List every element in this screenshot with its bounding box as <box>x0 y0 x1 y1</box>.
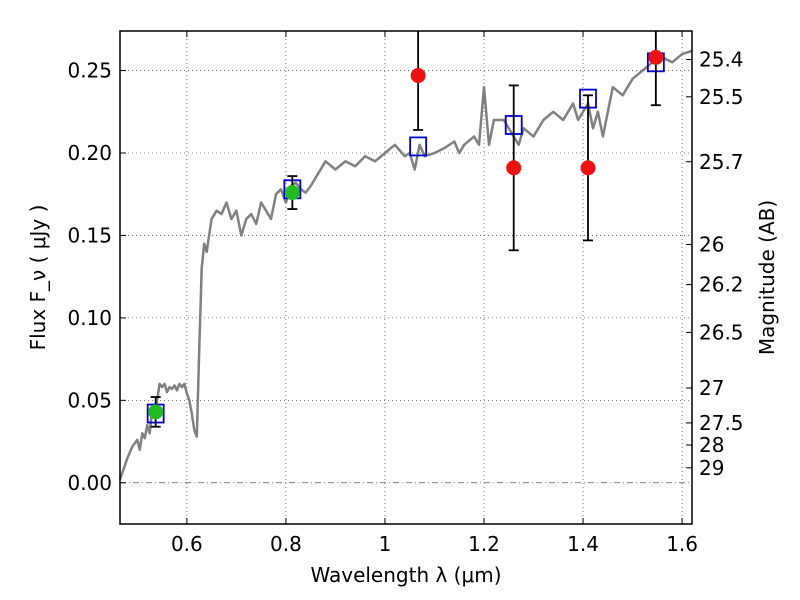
plot-area <box>118 31 693 480</box>
right-tick-label: 26 <box>699 233 724 257</box>
x-tick-label: 1.6 <box>666 532 698 556</box>
right-tick-label: 27 <box>699 376 724 400</box>
x-tick-label: 0.8 <box>270 532 302 556</box>
y-tick-label: 0.00 <box>67 471 112 495</box>
y-axis-label: Flux F_ν ( μJy ) <box>26 205 50 351</box>
y-tick-label: 0.25 <box>67 59 112 83</box>
right-tick-label: 29 <box>699 456 724 480</box>
y-tick-label: 0.20 <box>67 141 112 165</box>
nir-point <box>648 49 664 65</box>
y-axis-left: 0.00 0.05 0.10 0.15 0.20 0.25 <box>67 59 126 495</box>
right-tick-label: 25.4 <box>699 48 744 72</box>
right-axis-label: Magnitude (AB) <box>755 200 779 355</box>
right-tick-label: 26.2 <box>699 273 744 297</box>
detection-point <box>148 404 164 420</box>
model-flux-box <box>409 136 428 157</box>
y-tick-label: 0.10 <box>67 306 112 330</box>
y-tick-label: 0.15 <box>67 223 112 247</box>
x-tick-label: 1 <box>379 532 392 556</box>
right-tick-label: 27.5 <box>699 411 744 435</box>
nir-point <box>506 160 522 176</box>
right-tick-label: 28 <box>699 433 724 457</box>
grid <box>120 31 692 524</box>
right-tick-label: 25.5 <box>699 85 744 109</box>
axes-frame <box>119 30 693 525</box>
nir-point <box>580 160 596 176</box>
y-tick-label: 0.05 <box>67 388 112 412</box>
x-axis-label: Wavelength λ (μm) <box>310 563 501 587</box>
x-tick-label: 0.6 <box>171 532 203 556</box>
x-axis: 0.6 0.8 1 1.2 1.4 1.6 <box>171 31 698 556</box>
model-spectrum-line <box>118 49 693 480</box>
right-tick-label: 26.5 <box>699 320 744 344</box>
right-tick-label: 25.7 <box>699 150 744 174</box>
x-tick-label: 1.4 <box>567 532 599 556</box>
x-tick-label: 1.2 <box>468 532 500 556</box>
detection-point <box>284 185 300 201</box>
nir-point <box>410 68 426 84</box>
